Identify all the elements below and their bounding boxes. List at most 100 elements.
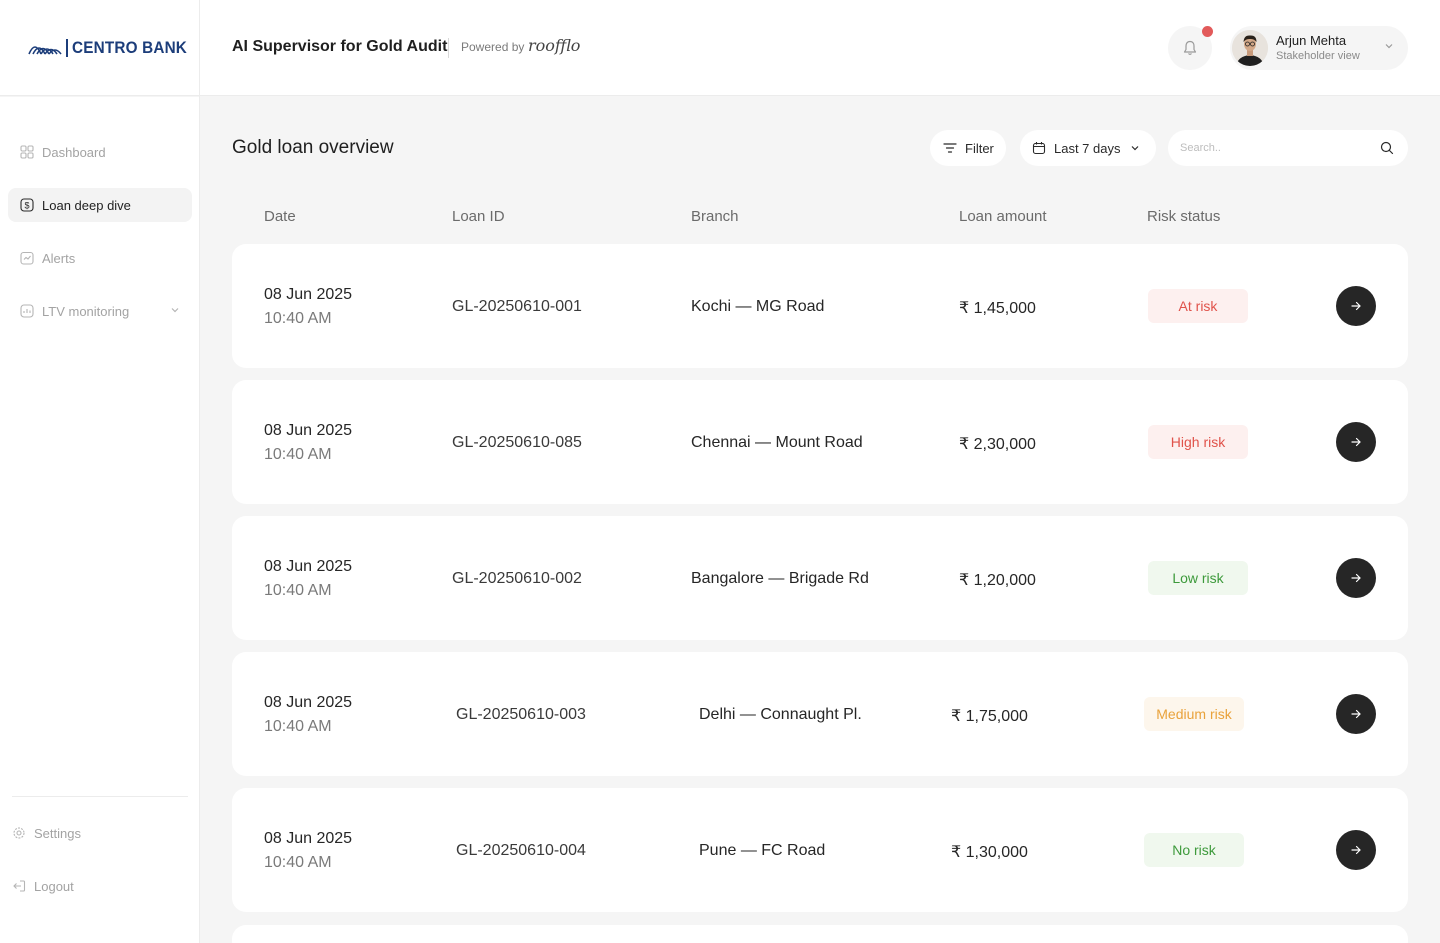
row-time: 10:40 AM <box>264 718 332 735</box>
search-bar <box>1168 130 1408 166</box>
page-title: Gold loan overview <box>232 137 394 158</box>
date-range-label: Last 7 days <box>1054 140 1121 156</box>
status-badge: Low risk <box>1148 561 1248 595</box>
avatar <box>1232 30 1268 66</box>
row-time: 10:40 AM <box>264 854 332 871</box>
sidebar-divider <box>12 796 188 797</box>
user-profile-menu[interactable]: Arjun Mehta Stakeholder view <box>1230 26 1408 70</box>
sidebar-item-label: Dashboard <box>42 144 106 160</box>
sidebar-item-alerts[interactable]: Alerts <box>8 241 192 275</box>
powered-by-brand: roofflo <box>528 36 581 55</box>
sidebar-item-label: Loan deep dive <box>42 197 131 213</box>
powered-by-label: Powered by <box>461 40 525 54</box>
search-icon[interactable] <box>1380 141 1394 155</box>
row-amount: ₹ 1,45,000 <box>959 300 1036 317</box>
table-row[interactable]: 08 Jun 2025 10:40 AM GL-20250610-003 Del… <box>232 652 1408 776</box>
dollar-icon: $ <box>20 198 34 212</box>
row-loan-id: GL-20250610-003 <box>456 706 586 723</box>
sidebar-item-label: LTV monitoring <box>42 303 130 319</box>
chevron-down-icon <box>1130 143 1140 153</box>
row-loan-id: GL-20250610-004 <box>456 842 586 859</box>
chevron-down-icon <box>1385 44 1393 49</box>
logo-wave-icon <box>28 46 62 55</box>
svg-text:$: $ <box>24 201 29 211</box>
row-branch: Bangalore — Brigade Rd <box>691 570 869 587</box>
arrow-right-icon <box>1351 573 1361 583</box>
table-row[interactable]: 08 Jun 2025 10:40 AM GL-20250610-002 Ban… <box>232 516 1408 640</box>
date-range-select[interactable]: Last 7 days <box>1020 130 1156 166</box>
arrow-right-icon <box>1351 845 1361 855</box>
filter-label: Filter <box>965 140 994 156</box>
row-amount: ₹ 1,75,000 <box>951 708 1028 725</box>
top-header: CENTRO BANK AI Supervisor for Gold Audit… <box>0 0 1440 96</box>
row-branch: Pune — FC Road <box>699 842 826 859</box>
title-divider <box>448 38 449 58</box>
status-badge: No risk <box>1144 833 1244 867</box>
chart-icon <box>20 304 34 318</box>
sidebar-item-settings[interactable]: Settings <box>0 816 184 850</box>
row-loan-id: GL-20250610-002 <box>452 570 582 587</box>
grid-icon <box>20 145 34 159</box>
row-amount: ₹ 1,30,000 <box>951 844 1028 861</box>
row-amount: ₹ 1,20,000 <box>959 572 1036 589</box>
sidebar-item-label: Alerts <box>42 250 76 266</box>
open-loan-button[interactable] <box>1336 694 1376 734</box>
row-loan-id: GL-20250610-085 <box>452 434 582 451</box>
arrow-right-icon <box>1351 709 1361 719</box>
table-row[interactable]: 08 Jun 2025 10:40 AM GL-20250610-085 Che… <box>232 380 1408 504</box>
calendar-icon <box>1032 141 1046 155</box>
filter-button[interactable]: Filter <box>930 130 1006 166</box>
sidebar-item-dashboard[interactable]: Dashboard <box>8 135 192 169</box>
sidebar-item-loan-deep-dive[interactable]: $ Loan deep dive <box>8 188 192 222</box>
logo-text: CENTRO BANK <box>72 38 188 57</box>
table-row[interactable]: 08 Jun 2025 10:40 AM GL-20250610-001 Koc… <box>232 244 1408 368</box>
table-row-partial <box>232 925 1408 943</box>
bank-logo[interactable]: CENTRO BANK <box>28 36 200 60</box>
alert-icon <box>20 251 34 265</box>
row-loan-id: GL-20250610-001 <box>452 298 582 315</box>
column-header-loan-amount: Loan amount <box>959 208 1047 225</box>
sidebar-item-ltv-monitoring[interactable]: LTV monitoring <box>8 294 192 328</box>
sidebar-item-label: Logout <box>34 878 74 894</box>
sidebar-item-logout[interactable]: Logout <box>0 869 184 903</box>
bell-icon <box>1183 40 1197 55</box>
open-loan-button[interactable] <box>1336 830 1376 870</box>
row-amount: ₹ 2,30,000 <box>959 436 1036 453</box>
status-badge: High risk <box>1148 425 1248 459</box>
sidebar-item-label: Settings <box>34 825 81 841</box>
filter-icon <box>943 142 957 154</box>
column-header-branch: Branch <box>691 208 739 225</box>
row-date: 08 Jun 2025 <box>264 422 353 439</box>
row-branch: Chennai — Mount Road <box>691 434 863 451</box>
table-row[interactable]: 08 Jun 2025 10:40 AM GL-20250610-004 Pun… <box>232 788 1408 912</box>
column-header-risk-status: Risk status <box>1147 208 1221 225</box>
row-date: 08 Jun 2025 <box>264 830 353 847</box>
arrow-right-icon <box>1351 301 1361 311</box>
logo-divider <box>66 39 68 57</box>
search-input[interactable] <box>1180 139 1370 157</box>
row-date: 08 Jun 2025 <box>264 558 353 575</box>
user-role: Stakeholder view <box>1276 50 1360 62</box>
logout-icon <box>12 879 26 893</box>
row-branch: Kochi — MG Road <box>691 298 825 315</box>
open-loan-button[interactable] <box>1336 286 1376 326</box>
row-date: 08 Jun 2025 <box>264 694 353 711</box>
open-loan-button[interactable] <box>1336 558 1376 598</box>
gear-icon <box>12 826 26 840</box>
column-header-loan-id: Loan ID <box>452 208 505 225</box>
status-badge: At risk <box>1148 289 1248 323</box>
row-time: 10:40 AM <box>264 446 332 463</box>
open-loan-button[interactable] <box>1336 422 1376 462</box>
status-badge: Medium risk <box>1144 697 1244 731</box>
notification-dot <box>1202 26 1213 37</box>
arrow-right-icon <box>1351 437 1361 447</box>
row-time: 10:40 AM <box>264 582 332 599</box>
app-title: AI Supervisor for Gold Audit <box>232 38 448 55</box>
user-name: Arjun Mehta <box>1276 33 1347 48</box>
row-branch: Delhi — Connaught Pl. <box>699 706 862 723</box>
chevron-down-icon <box>171 308 179 313</box>
row-time: 10:40 AM <box>264 310 332 327</box>
column-header-date: Date <box>264 208 296 225</box>
sidebar-border <box>199 0 200 943</box>
sidebar: Dashboard $ Loan deep dive Alerts LTV mo… <box>0 97 199 943</box>
